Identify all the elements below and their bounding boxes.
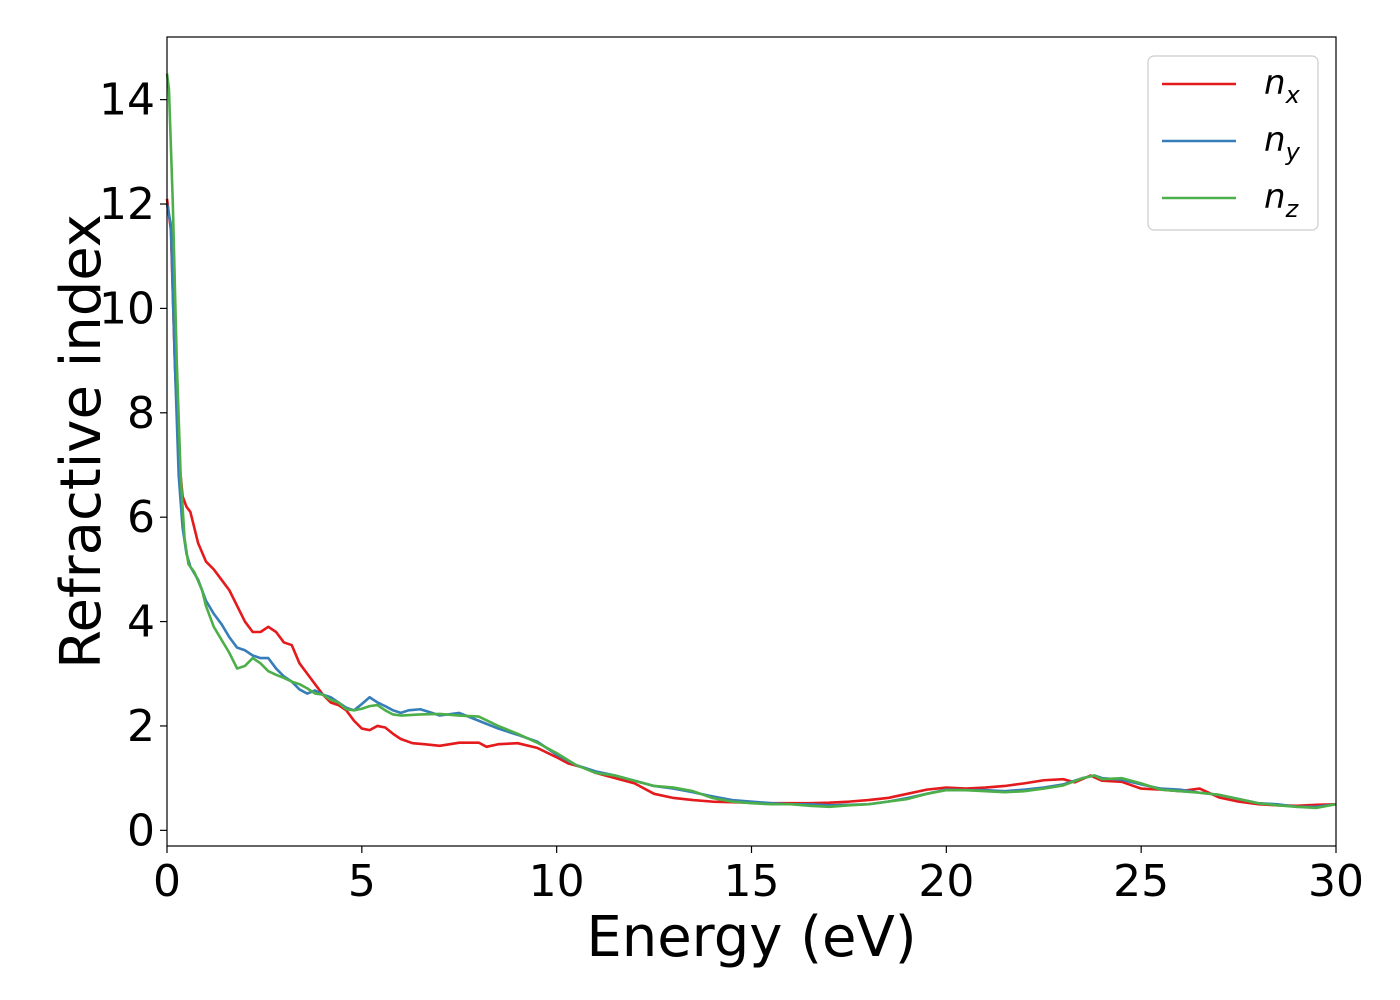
legend-label-main: n xyxy=(1264,120,1286,160)
x-tick-label: 0 xyxy=(153,856,181,907)
legend-label-subscript: z xyxy=(1285,195,1300,223)
x-tick-label: 20 xyxy=(918,856,974,907)
x-tick-label: 5 xyxy=(348,856,376,907)
x-tick-label: 10 xyxy=(529,856,585,907)
x-axis-label: Energy (eV) xyxy=(586,905,916,970)
y-tick-label: 4 xyxy=(127,597,155,648)
y-axis-label: Refractive index xyxy=(49,214,114,669)
y-tick-label: 10 xyxy=(99,283,155,334)
legend-label-main: n xyxy=(1264,63,1286,103)
y-tick-label: 12 xyxy=(99,179,155,230)
series-line-n-z xyxy=(165,73,1337,810)
y-tick-label: 0 xyxy=(127,805,155,856)
series-line-n-x xyxy=(165,198,1337,808)
series-line-n-y xyxy=(165,203,1337,809)
y-tick-label: 6 xyxy=(127,492,155,543)
y-axis: 0 2 4 6 8 10 12 14 xyxy=(99,75,167,856)
y-tick-label: 2 xyxy=(127,701,155,752)
x-axis: 0 5 10 15 20 25 30 xyxy=(153,846,1364,907)
legend-label: ny xyxy=(1264,120,1301,166)
legend-label-subscript: x xyxy=(1285,81,1301,109)
series-lines xyxy=(165,73,1337,810)
legend-label: nx xyxy=(1264,63,1301,109)
x-tick-label: 25 xyxy=(1113,856,1169,907)
legend-label-main: n xyxy=(1264,177,1286,217)
x-tick-label: 15 xyxy=(724,856,780,907)
y-tick-label: 14 xyxy=(99,75,155,126)
y-tick-label: 8 xyxy=(127,388,155,439)
x-tick-label: 30 xyxy=(1308,856,1364,907)
legend-label: nz xyxy=(1264,177,1300,223)
legend-box xyxy=(1147,55,1319,231)
legend-label-subscript: y xyxy=(1285,138,1301,166)
